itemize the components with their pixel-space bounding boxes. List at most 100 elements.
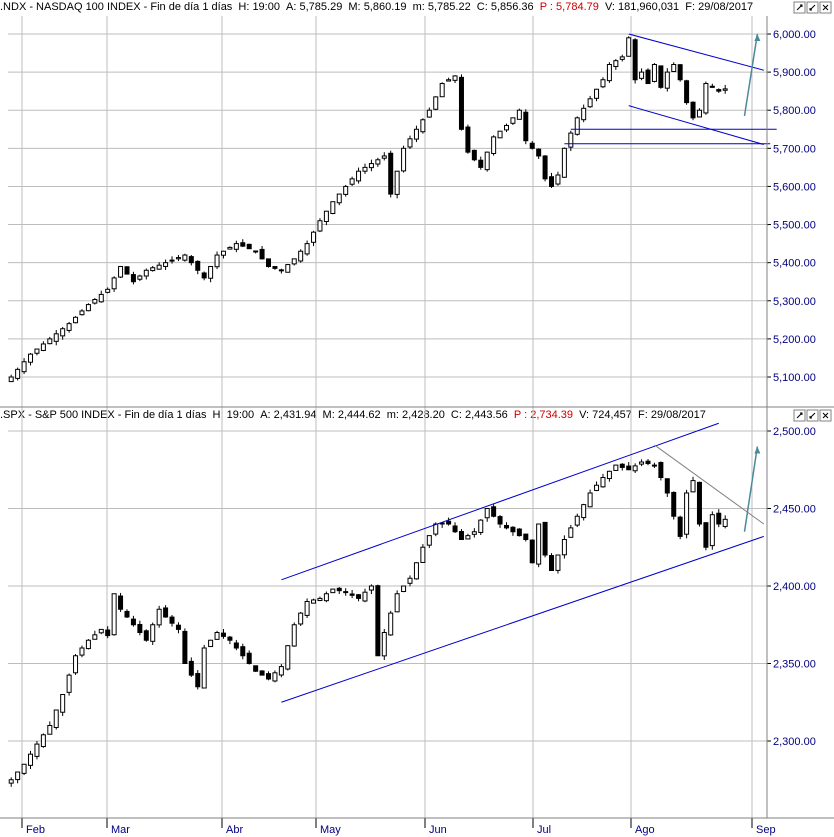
- spx-f-label: F:: [637, 409, 648, 421]
- pin-icon[interactable]: [793, 1, 806, 14]
- forecast-arrow[interactable]: [743, 33, 761, 117]
- candle: [619, 463, 625, 471]
- price-tick-label: 5,400.00: [773, 258, 816, 270]
- ndx-h-label: H:: [238, 1, 250, 13]
- candle: [79, 309, 85, 316]
- candle: [536, 148, 542, 159]
- candle: [118, 265, 124, 278]
- pin-icon[interactable]: [793, 409, 806, 422]
- candle: [278, 664, 284, 678]
- candle: [240, 239, 246, 248]
- candle: [73, 654, 79, 675]
- candle: [98, 290, 104, 303]
- spx-v-label: V:: [579, 409, 590, 421]
- ndx-p-value: 5,784.79: [556, 1, 599, 13]
- candle: [285, 263, 291, 273]
- month-label: Jul: [537, 824, 551, 836]
- candle: [491, 135, 497, 156]
- candle: [362, 588, 368, 603]
- candle: [458, 529, 464, 541]
- candle: [594, 88, 600, 102]
- candle: [613, 59, 619, 70]
- ndx-v-value: 181,960,031: [618, 1, 680, 13]
- candle: [606, 62, 612, 83]
- candle: [246, 650, 252, 665]
- restore-icon[interactable]: [806, 1, 819, 14]
- ndx-m-value: 5,860.19: [363, 1, 407, 13]
- candle: [439, 82, 445, 98]
- candle: [581, 104, 587, 123]
- candle: [8, 374, 14, 383]
- candle: [150, 622, 156, 645]
- candle: [130, 271, 136, 285]
- candle: [137, 274, 143, 282]
- candle: [105, 626, 111, 639]
- candle: [169, 615, 175, 627]
- ndx-mn-label: m:: [412, 1, 425, 13]
- candle: [497, 130, 503, 139]
- candle: [587, 489, 593, 508]
- price-tick-label: 5,900.00: [773, 67, 816, 79]
- candle: [356, 167, 362, 184]
- candle: [503, 123, 509, 133]
- month-label: Ago: [635, 824, 655, 836]
- ndx-f-label: F:: [685, 1, 696, 13]
- candle: [394, 170, 400, 199]
- candle: [163, 259, 169, 270]
- month-label: Sep: [756, 824, 776, 836]
- candle: [626, 462, 632, 471]
- candle: [259, 670, 265, 676]
- candle: [124, 609, 130, 618]
- candle: [163, 605, 169, 618]
- candle: [555, 171, 561, 186]
- candle: [66, 321, 72, 333]
- candle: [92, 630, 98, 640]
- candle: [401, 585, 407, 593]
- trendline[interactable]: [281, 535, 764, 703]
- candle: [214, 251, 220, 270]
- forecast-arrow[interactable]: [743, 446, 761, 532]
- candle: [690, 101, 696, 121]
- trendline[interactable]: [628, 33, 764, 71]
- candle: [111, 276, 117, 292]
- trendline[interactable]: [628, 105, 764, 146]
- candle: [105, 287, 111, 294]
- candle: [568, 130, 574, 152]
- candle: [471, 528, 477, 538]
- candle: [619, 54, 625, 62]
- candle: [555, 554, 561, 574]
- candle: [73, 316, 79, 324]
- candle: [677, 515, 683, 540]
- candle: [606, 470, 612, 482]
- candle: [594, 481, 600, 492]
- candle: [40, 341, 46, 352]
- close-icon[interactable]: [819, 1, 832, 14]
- candle: [298, 611, 304, 626]
- candle: [356, 594, 362, 602]
- candle: [272, 670, 278, 683]
- candle: [156, 262, 162, 270]
- trendline[interactable]: [281, 422, 719, 581]
- spx-a-label: A:: [260, 409, 271, 421]
- price-tick-label: 2,350.00: [773, 659, 816, 671]
- candle: [240, 643, 246, 660]
- candle: [510, 526, 516, 536]
- candle: [330, 201, 336, 215]
- candle: [471, 149, 477, 162]
- candle: [227, 246, 233, 250]
- candle: [388, 610, 394, 636]
- price-tick-label: 5,600.00: [773, 181, 816, 193]
- candle: [53, 329, 59, 346]
- trendline[interactable]: [654, 444, 765, 525]
- candle: [143, 629, 149, 642]
- candle: [201, 644, 207, 689]
- spx-h-value: 19:00: [226, 409, 255, 421]
- candle: [639, 459, 645, 467]
- candle: [716, 88, 722, 93]
- restore-icon[interactable]: [806, 409, 819, 422]
- candle: [684, 79, 690, 105]
- candle: [632, 38, 638, 84]
- candle: [639, 68, 645, 81]
- close-icon[interactable]: [819, 409, 832, 422]
